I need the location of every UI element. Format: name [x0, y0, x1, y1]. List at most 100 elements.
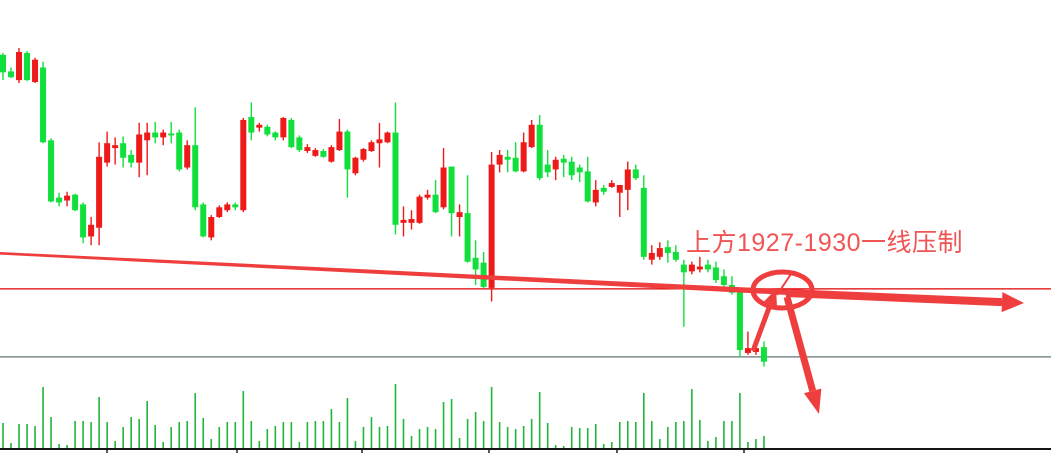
- volume-bar: [659, 439, 661, 448]
- x-axis-tick: [616, 448, 618, 453]
- candle: [544, 150, 551, 178]
- volume-bar: [298, 442, 301, 448]
- candle: [352, 156, 359, 176]
- volume-bar: [234, 422, 237, 448]
- candle: [208, 215, 215, 241]
- candle: [552, 156, 559, 181]
- annotation-text: 上方1927-1930一线压制: [686, 229, 964, 257]
- candle: [760, 341, 767, 367]
- candle: [232, 202, 239, 211]
- candle: [224, 202, 231, 213]
- candle-body: [128, 154, 135, 163]
- volume-bar: [290, 422, 293, 448]
- candle: [384, 131, 391, 144]
- x-axis-tick: [236, 448, 238, 453]
- candle: [624, 161, 631, 211]
- candle: [616, 184, 623, 218]
- candle: [576, 164, 583, 183]
- volume-bar: [538, 392, 541, 448]
- candle: [504, 150, 511, 173]
- candle-wick: [579, 164, 581, 183]
- volume-bar: [482, 421, 485, 448]
- candle: [680, 259, 687, 327]
- candle-body: [576, 167, 583, 173]
- test-up-arrow: [750, 289, 777, 352]
- candle-body: [8, 71, 15, 78]
- candle: [536, 115, 543, 181]
- candle-body: [368, 142, 375, 151]
- volume-bar: [18, 424, 20, 448]
- candle: [608, 180, 615, 188]
- volume-bar: [218, 427, 221, 448]
- volume-bar: [610, 442, 613, 448]
- volume-bar: [667, 427, 669, 448]
- candle: [64, 191, 71, 207]
- candle-wick: [170, 121, 172, 144]
- volume-bar: [114, 441, 116, 448]
- volume-bar: [683, 421, 685, 448]
- candle-body: [632, 169, 639, 179]
- candle: [632, 164, 639, 181]
- candle-wick: [458, 204, 461, 237]
- candle: [320, 149, 327, 158]
- volume-bar: [138, 419, 140, 448]
- candle: [736, 287, 743, 357]
- candle: [104, 131, 111, 167]
- candle-body: [424, 194, 431, 198]
- volume-bar: [194, 393, 197, 448]
- candle: [56, 192, 63, 207]
- volume-bar: [226, 422, 229, 448]
- candle: [656, 242, 663, 260]
- candle: [120, 136, 127, 168]
- volume-bar: [490, 387, 493, 448]
- volume-bar: [546, 423, 549, 448]
- volume-bar: [386, 426, 389, 448]
- volume-bar: [178, 422, 181, 448]
- candle-body: [40, 67, 47, 143]
- candle-wick: [146, 122, 148, 176]
- candle-body: [640, 187, 647, 257]
- x-axis: [0, 448, 1051, 450]
- candle-body: [440, 167, 447, 208]
- candle: [136, 122, 143, 178]
- candle: [16, 48, 23, 84]
- candle: [216, 205, 223, 218]
- volume-bar: [643, 393, 645, 448]
- candle-body: [216, 207, 223, 218]
- volume-bar: [634, 422, 637, 448]
- candle-body: [488, 164, 495, 288]
- volume-bar: [274, 426, 277, 448]
- candle: [664, 240, 671, 263]
- volume-bar: [514, 429, 517, 448]
- candle-body: [0, 54, 6, 73]
- candle: [88, 217, 95, 246]
- candle: [480, 251, 487, 288]
- candle: [328, 145, 335, 163]
- volume-bar: [410, 436, 413, 448]
- candle-body: [48, 140, 55, 202]
- volume-bar: [258, 441, 261, 448]
- candle-body: [344, 131, 351, 170]
- volume-bar: [739, 393, 741, 448]
- candle: [392, 102, 399, 235]
- volume-bar: [90, 422, 92, 448]
- volume-bar: [715, 437, 717, 448]
- volume-bar: [530, 419, 533, 448]
- volume-bar: [58, 444, 60, 448]
- candle-body: [352, 157, 359, 174]
- candle: [32, 57, 39, 84]
- candle: [272, 131, 279, 141]
- candle-body: [176, 132, 183, 170]
- candle-body: [64, 195, 71, 201]
- candle: [128, 150, 135, 168]
- candle: [744, 331, 751, 355]
- candle: [304, 144, 311, 153]
- arrow-shaft: [783, 296, 817, 392]
- arrow-head: [1001, 292, 1024, 313]
- candle: [144, 122, 151, 176]
- volume-bar: [202, 418, 205, 448]
- candle-body: [24, 52, 31, 81]
- candle-body: [472, 257, 479, 270]
